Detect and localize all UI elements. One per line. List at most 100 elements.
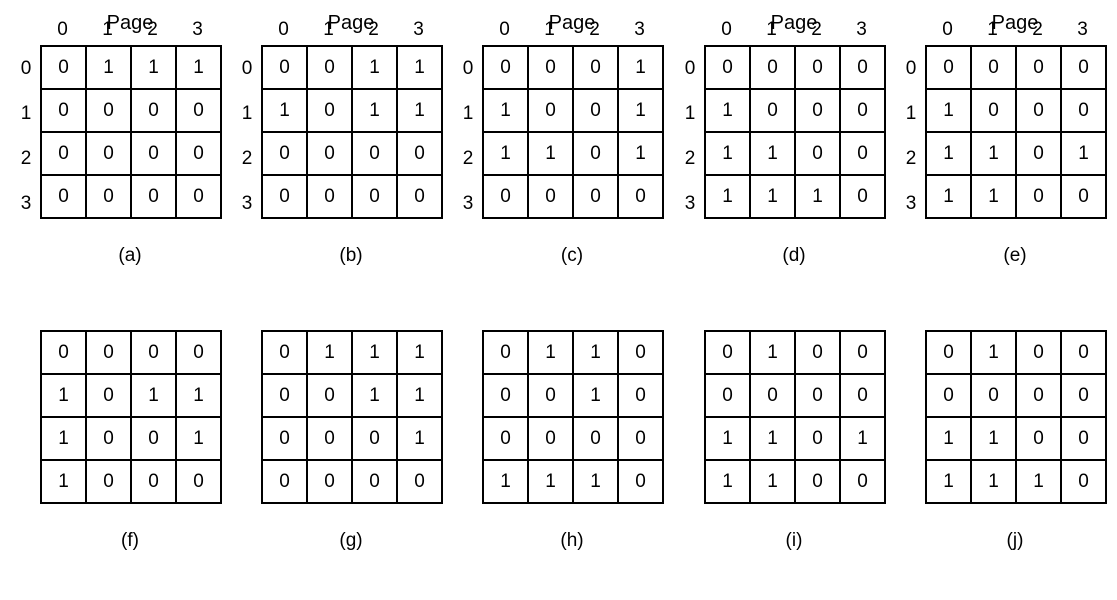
matrix-cell: 0 <box>970 373 1017 418</box>
matrix-cell: 0 <box>1060 330 1107 375</box>
matrix-cell: 0 <box>572 131 619 176</box>
matrix-cell: 0 <box>794 330 841 375</box>
matrix-cell: 1 <box>925 131 972 176</box>
column-header: 0 <box>942 19 953 40</box>
matrix-cell: 0 <box>839 131 886 176</box>
matrix-cell: 1 <box>175 416 222 461</box>
matrix-cell: 0 <box>1015 88 1062 133</box>
row-header: 0 <box>905 58 917 79</box>
matrix-cell: 0 <box>175 459 222 504</box>
matrix-cell: 1 <box>261 88 308 133</box>
matrix-cell: 0 <box>970 88 1017 133</box>
matrix-cell: 0 <box>839 174 886 219</box>
matrix-cell: 0 <box>40 131 87 176</box>
column-header: 1 <box>987 19 998 40</box>
matrix-cell: 0 <box>617 174 664 219</box>
row-header: 3 <box>20 193 32 214</box>
matrix-cell: 0 <box>749 373 796 418</box>
row-header: 0 <box>462 58 474 79</box>
matrix-caption: (c) <box>560 245 584 266</box>
matrix-cell: 0 <box>130 416 177 461</box>
row-header: 0 <box>241 58 253 79</box>
matrix-cell: 0 <box>572 45 619 90</box>
matrix-cell: 0 <box>130 131 177 176</box>
matrix-cell: 0 <box>351 131 398 176</box>
matrix-cell: 1 <box>749 174 796 219</box>
matrix-cell: 1 <box>351 88 398 133</box>
row-header: 1 <box>462 103 474 124</box>
matrix-caption: (d) <box>782 245 806 266</box>
row-header: 3 <box>241 193 253 214</box>
matrix-cell: 1 <box>130 45 177 90</box>
matrix-cell: 0 <box>261 131 308 176</box>
matrix-cell: 0 <box>130 330 177 375</box>
matrix-cell: 0 <box>482 174 529 219</box>
matrix-cell: 0 <box>794 131 841 176</box>
matrix-cell: 1 <box>396 373 443 418</box>
matrix-cell: 1 <box>40 459 87 504</box>
matrix-cell: 1 <box>749 131 796 176</box>
column-header: 3 <box>856 19 867 40</box>
matrix-cell: 0 <box>130 88 177 133</box>
matrix-cell: 0 <box>175 131 222 176</box>
matrix-cell: 1 <box>396 45 443 90</box>
page-header-label: Page <box>106 12 154 34</box>
matrix-cell: 0 <box>40 174 87 219</box>
matrix-cell: 1 <box>40 373 87 418</box>
matrix-cell: 0 <box>572 416 619 461</box>
matrix-cell: 0 <box>839 330 886 375</box>
matrix-cell: 1 <box>130 373 177 418</box>
row-header: 2 <box>462 148 474 169</box>
matrix-cell: 1 <box>40 416 87 461</box>
matrix-cell: 1 <box>970 131 1017 176</box>
matrix-cell: 1 <box>617 45 664 90</box>
column-header: 2 <box>147 19 158 40</box>
matrix-cell: 0 <box>1015 373 1062 418</box>
row-header: 1 <box>241 103 253 124</box>
row-header: 2 <box>684 148 696 169</box>
matrix-cell: 0 <box>617 459 664 504</box>
matrix-cell: 0 <box>704 330 751 375</box>
matrix-caption: (j) <box>1006 530 1024 551</box>
matrix-cell: 0 <box>306 416 353 461</box>
matrix-cell: 0 <box>617 416 664 461</box>
matrix-cell: 0 <box>306 88 353 133</box>
matrix-cell: 1 <box>351 330 398 375</box>
column-header: 1 <box>323 19 334 40</box>
matrix-cell: 1 <box>85 45 132 90</box>
row-header: 1 <box>20 103 32 124</box>
matrix-cell: 0 <box>794 416 841 461</box>
column-header: 2 <box>811 19 822 40</box>
matrix-cell: 0 <box>40 45 87 90</box>
matrix-cell: 0 <box>1015 174 1062 219</box>
matrix-cell: 0 <box>396 459 443 504</box>
matrix-cell: 0 <box>1060 88 1107 133</box>
matrix-caption: (a) <box>118 245 142 266</box>
matrix-cell: 0 <box>527 174 574 219</box>
matrix-cell: 1 <box>396 88 443 133</box>
row-header: 2 <box>20 148 32 169</box>
matrix-cell: 1 <box>527 131 574 176</box>
matrix-cell: 1 <box>749 416 796 461</box>
matrix-cell: 0 <box>794 45 841 90</box>
